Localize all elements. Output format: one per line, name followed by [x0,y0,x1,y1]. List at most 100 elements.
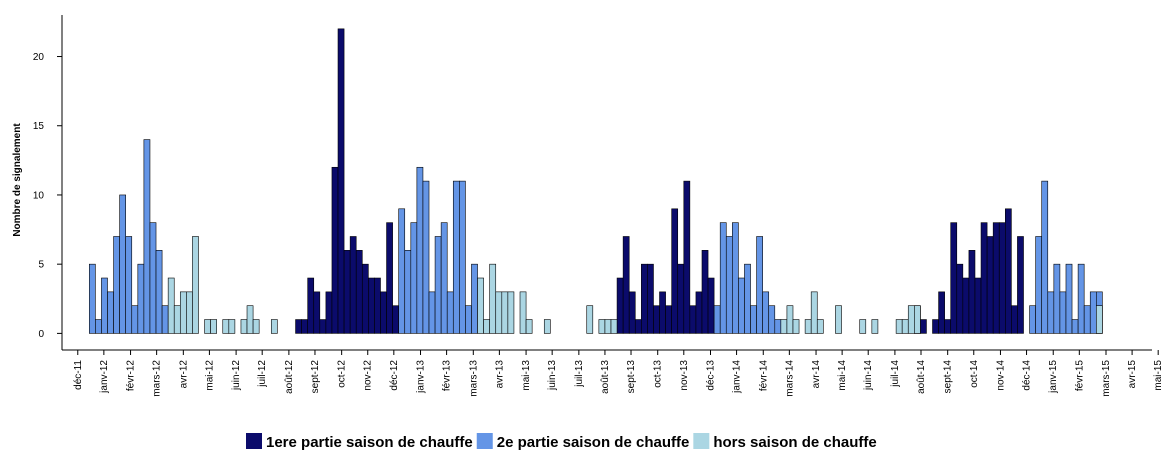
bar [295,319,302,334]
bar [695,291,703,334]
x-tick-label: août-14 [916,360,927,394]
bar [768,305,776,334]
x-tick-label: nov-14 [995,360,1006,391]
bar [1011,305,1018,334]
bar [331,166,339,334]
bar [125,236,133,334]
x-tick-label: août-13 [600,360,611,394]
bar [786,305,794,334]
x-tick-label: juil-13 [574,360,585,388]
bar [962,277,970,334]
bar [641,263,648,334]
bar [149,222,157,334]
bar [701,250,709,334]
bar [907,305,915,334]
bar [895,319,903,334]
bar [622,236,630,334]
bar [792,319,800,334]
bar [525,319,533,334]
bar [944,319,952,334]
bar [1029,305,1036,334]
x-tick-label: nov-12 [363,360,374,391]
x-tick-label: févr-15 [1074,360,1085,392]
bar [992,222,1000,334]
bar [1053,263,1061,334]
bar [270,319,278,334]
bar [343,250,351,334]
x-tick-label: avr-14 [811,360,822,389]
bar [689,305,697,334]
bar [901,319,909,334]
bar [459,180,466,334]
x-tick-label: juin-12 [231,360,242,391]
x-tick-label: juil-12 [257,360,268,388]
x-tick-label: avr-13 [494,360,505,389]
bar [325,291,333,334]
bar [489,263,497,334]
bar [410,222,418,334]
x-tick-label: déc-11 [73,360,84,390]
bar [95,319,102,334]
bar [998,222,1006,334]
bar [246,305,254,334]
bar [914,305,921,334]
x-tick-label: déc-12 [389,360,400,391]
x-tick-label: juin-13 [547,360,558,391]
bar [88,263,96,334]
bar [810,291,818,334]
legend-label: 2e partie saison de chauffe [497,434,690,451]
x-tick-label: août-12 [284,360,295,394]
bar [440,222,448,334]
legend-swatch [693,433,710,449]
bar [1017,236,1024,334]
bar [677,263,685,334]
bar [610,319,618,334]
bar [186,291,193,334]
bar [738,277,745,334]
bar [920,319,927,334]
bar [307,277,315,334]
bar [204,319,211,334]
x-tick-label: mars-15 [1101,360,1112,397]
bar [647,263,654,334]
bar [653,305,660,334]
bar [974,277,982,334]
bar [374,277,381,334]
bar [501,291,509,334]
bar [659,291,666,334]
bar [980,222,988,334]
bar [671,208,679,334]
bar [774,319,782,334]
x-tick-label: sept-13 [626,360,637,394]
bar [380,291,387,334]
y-tick-label: 15 [33,121,45,132]
bar [495,291,503,334]
bar [744,263,751,334]
x-tick-label: mai-13 [521,360,532,391]
bar [161,305,169,334]
bar [683,180,691,334]
x-tick-label: nov-13 [679,360,690,391]
bar [507,291,515,334]
bar [628,291,636,334]
bar [428,291,436,334]
bar [780,319,788,334]
bar [471,263,478,334]
x-tick-label: oct-13 [653,360,664,388]
bar [228,319,236,334]
bar [932,319,939,334]
bar [137,263,145,334]
bar [222,319,230,334]
bar [113,236,120,334]
bar [210,319,217,334]
bar [392,305,399,334]
x-tick-label: mars-12 [152,360,163,397]
y-axis-label: Nombre de signalement [12,123,23,237]
x-tick-label: janv-14 [732,360,743,394]
bar [598,319,606,334]
bar [604,319,612,334]
bar [361,263,369,334]
x-tick-label: févr-14 [758,360,769,392]
bar [713,305,721,334]
